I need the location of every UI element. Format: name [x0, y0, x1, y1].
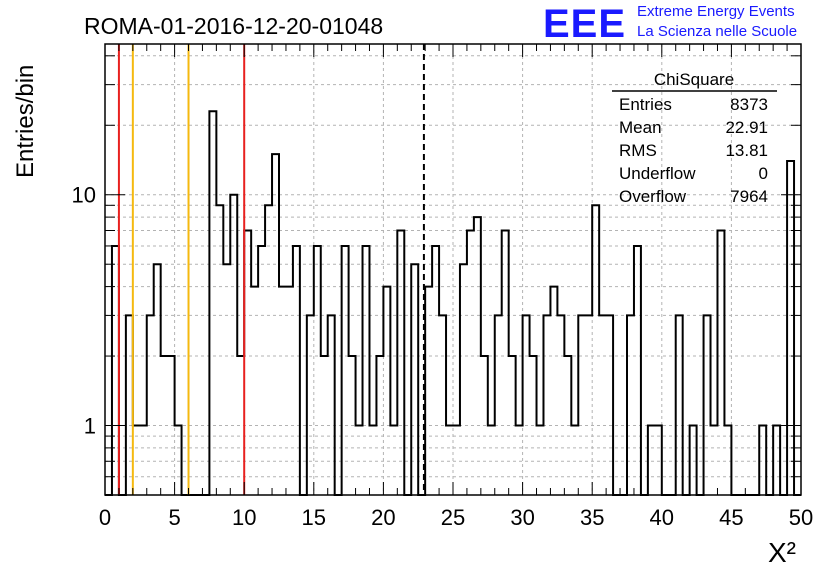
histogram-bar: [411, 264, 418, 495]
stats-value: 13.81: [725, 141, 768, 160]
histogram-bar: [307, 315, 314, 495]
histogram-bar: [216, 205, 223, 495]
histogram-bar: [717, 230, 724, 495]
stats-label: Underflow: [619, 164, 696, 183]
logo-line-1: Extreme Energy Events: [637, 3, 795, 20]
stats-label: Entries: [619, 95, 672, 114]
histogram-bar: [439, 315, 446, 495]
histogram-bar: [550, 287, 557, 495]
histogram-bar: [244, 230, 251, 495]
histogram-bar: [342, 246, 349, 495]
stats-value: 22.91: [725, 118, 768, 137]
histogram-bar: [112, 246, 119, 495]
stats-value: 7964: [730, 187, 768, 206]
logo-line-2: La Scienza nelle Scuole: [637, 23, 798, 40]
x-tick-label: 50: [789, 505, 813, 530]
histogram-bar: [502, 230, 509, 495]
histogram-bar: [328, 315, 335, 495]
stats-label: RMS: [619, 141, 657, 160]
histogram-bar: [787, 161, 794, 495]
histogram-bar: [592, 205, 599, 495]
histogram-bar: [432, 246, 439, 495]
histogram-bar: [265, 205, 272, 495]
x-tick-label: 45: [719, 505, 743, 530]
histogram-bars: [105, 110, 801, 496]
histogram-bar: [258, 246, 265, 495]
histogram-bar: [251, 287, 258, 495]
stats-label: Mean: [619, 118, 662, 137]
x-tick-label: 15: [302, 505, 326, 530]
x-axis-label: X²: [768, 537, 796, 568]
stats-label: Overflow: [619, 187, 687, 206]
tick-labels: 0 5 10 15 20 25 30 35 40 45 50 1 10: [72, 183, 814, 530]
histogram-bar: [425, 287, 432, 495]
y-axis-label: Entries/bin: [12, 65, 39, 178]
histogram-bar: [606, 315, 613, 495]
histogram-bar: [279, 287, 286, 495]
stats-box: ChiSquare Entries 8373 Mean 22.91 RMS 13.81 Un…: [612, 70, 777, 206]
histogram-bar: [223, 264, 230, 495]
eee-logo: EEE: [543, 2, 627, 46]
x-tick-label: 40: [650, 505, 674, 530]
histogram-bar: [599, 315, 606, 495]
chart-title: ROMA-01-2016-12-20-01048: [84, 13, 383, 39]
histogram-bar: [627, 315, 634, 495]
histogram-bar: [126, 315, 133, 495]
histogram-outline: [105, 110, 801, 496]
x-tick-label: 25: [441, 505, 465, 530]
x-tick-label: 5: [168, 505, 180, 530]
reference-lines: [117, 44, 425, 495]
histogram-bar: [634, 246, 641, 495]
histogram-bar: [676, 315, 683, 495]
x-tick-label: 0: [99, 505, 111, 530]
histogram-bar: [286, 287, 293, 495]
histogram-bar: [460, 264, 467, 495]
histogram-bar: [397, 230, 404, 495]
histogram-bar: [585, 315, 592, 495]
stats-value: 0: [759, 164, 768, 183]
histogram-bar: [543, 315, 550, 495]
histogram-bar: [230, 195, 237, 495]
x-tick-label: 35: [580, 505, 604, 530]
histogram-bar: [147, 315, 154, 495]
histogram-bar: [578, 315, 585, 495]
histogram-bar: [704, 315, 711, 495]
x-tick-label: 20: [371, 505, 395, 530]
histogram-bar: [293, 246, 300, 495]
stats-value: 8373: [730, 95, 768, 114]
axes: [104, 43, 802, 496]
stats-header: ChiSquare: [654, 70, 734, 89]
histogram-bar: [383, 287, 390, 495]
histogram-bar: [467, 230, 474, 495]
histogram-bar: [209, 111, 216, 495]
y-tick-label: 1: [84, 414, 96, 439]
histogram-bar: [523, 315, 530, 495]
histogram-bar: [154, 264, 161, 495]
y-tick-label: 10: [72, 183, 96, 208]
x-tick-label: 30: [510, 505, 534, 530]
histogram-bar: [363, 246, 370, 495]
histogram-bar: [314, 246, 321, 495]
histogram-bar: [495, 315, 502, 495]
x-tick-label: 10: [232, 505, 256, 530]
histogram-bar: [557, 315, 564, 495]
